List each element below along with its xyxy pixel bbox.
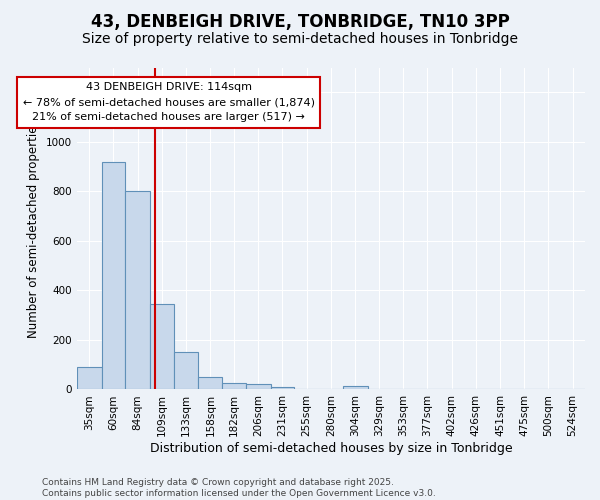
Text: 43 DENBEIGH DRIVE: 114sqm
← 78% of semi-detached houses are smaller (1,874)
21% : 43 DENBEIGH DRIVE: 114sqm ← 78% of semi-… — [23, 82, 315, 122]
Y-axis label: Number of semi-detached properties: Number of semi-detached properties — [27, 119, 40, 338]
Text: 43, DENBEIGH DRIVE, TONBRIDGE, TN10 3PP: 43, DENBEIGH DRIVE, TONBRIDGE, TN10 3PP — [91, 12, 509, 30]
Bar — [150, 304, 174, 390]
Bar — [343, 386, 368, 390]
X-axis label: Distribution of semi-detached houses by size in Tonbridge: Distribution of semi-detached houses by … — [149, 442, 512, 455]
Bar — [246, 384, 271, 390]
Bar — [101, 162, 125, 390]
Bar — [174, 352, 199, 390]
Bar — [271, 387, 295, 390]
Bar — [222, 382, 246, 390]
Text: Contains HM Land Registry data © Crown copyright and database right 2025.
Contai: Contains HM Land Registry data © Crown c… — [42, 478, 436, 498]
Text: Size of property relative to semi-detached houses in Tonbridge: Size of property relative to semi-detach… — [82, 32, 518, 46]
Bar — [199, 376, 222, 390]
Bar — [125, 192, 150, 390]
Bar — [77, 367, 101, 390]
